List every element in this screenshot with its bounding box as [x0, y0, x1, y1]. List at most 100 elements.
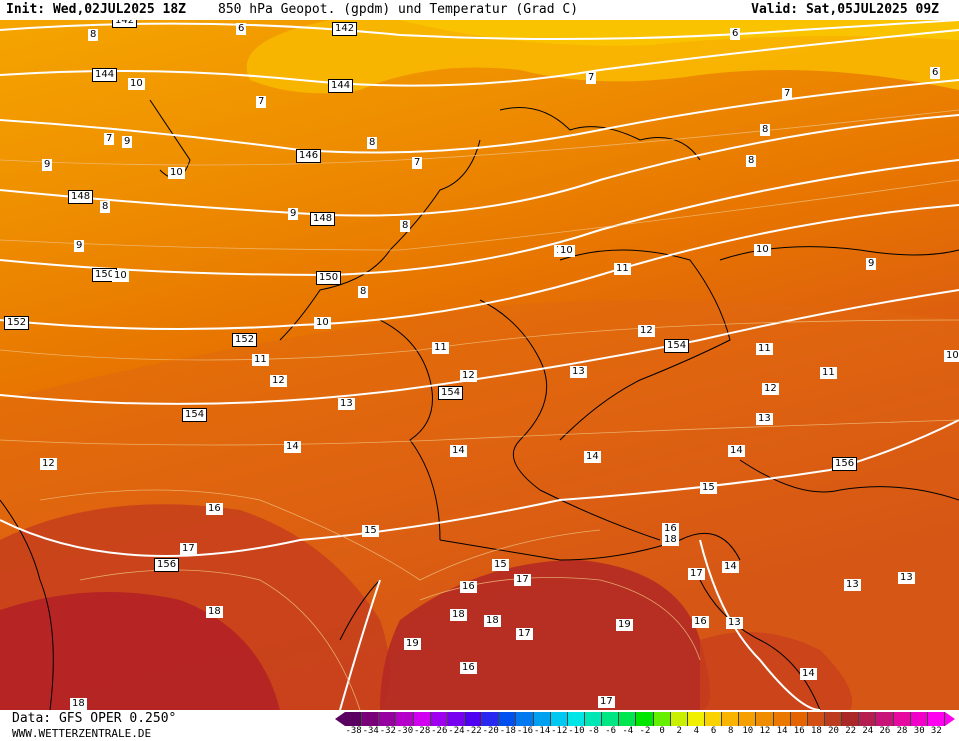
scale-swatch — [876, 712, 894, 726]
scale-label: -6 — [605, 726, 617, 736]
scale-label: 20 — [828, 726, 839, 736]
scale-swatch — [584, 712, 603, 726]
temperature-label: 18 — [484, 615, 501, 627]
temperature-label: 14 — [284, 441, 301, 453]
borders — [0, 99, 959, 710]
scale-label: 24 — [862, 726, 874, 736]
scale-label: -24 — [448, 726, 465, 736]
valid-time: Valid: Sat,05JUL2025 09Z — [751, 2, 939, 17]
temperature-label: 9 — [122, 136, 133, 148]
temperature-label: 16 — [460, 662, 477, 674]
temperature-label: 18 — [206, 606, 223, 618]
temperature-label: 14 — [584, 451, 601, 463]
temperature-label: 7 — [104, 133, 115, 145]
geopotential-label: 152 — [4, 316, 30, 330]
scale-label: -22 — [465, 726, 482, 736]
temperature-label: 6 — [930, 67, 941, 79]
geopotential-label: 154 — [438, 386, 464, 400]
scale-swatch — [893, 712, 911, 726]
scale-label: -8 — [588, 726, 599, 736]
data-source: Data: GFS OPER 0.250° — [12, 711, 177, 726]
temperature-label: 10 — [314, 317, 331, 329]
scale-label: -4 — [622, 726, 634, 736]
temperature-label: 8 — [400, 220, 411, 232]
scale-label: -18 — [499, 726, 516, 736]
geopotential-label: 156 — [154, 558, 180, 572]
scale-label: -26 — [431, 726, 448, 736]
scale-swatch — [499, 712, 517, 726]
map-title: 850 hPa Geopot. (gpdm) und Temperatur (G… — [218, 2, 579, 17]
scale-label: 6 — [710, 726, 717, 736]
scale-swatch — [362, 712, 380, 726]
scale-swatch — [550, 712, 568, 726]
temperature-label: 7 — [782, 88, 793, 100]
cool-region — [246, 20, 959, 94]
scale-label: 28 — [896, 726, 908, 736]
scale-swatch — [722, 712, 740, 726]
temperature-label: 12 — [40, 458, 57, 470]
temperature-label: 16 — [460, 581, 477, 593]
scale-label: -12 — [551, 726, 568, 736]
scale-swatch — [859, 712, 877, 726]
scale-arrow-right-icon — [945, 712, 955, 726]
scale-swatch — [807, 712, 825, 726]
geopotential-label: 154 — [664, 339, 690, 353]
temperature-label: 11 — [820, 367, 837, 379]
temperature-label: 17 — [514, 574, 531, 586]
scale-arrow-left-icon — [335, 712, 345, 726]
temperature-label: 7 — [586, 72, 597, 84]
scale-swatch — [345, 712, 363, 726]
temperature-label: 16 — [692, 616, 709, 628]
temperature-label: 19 — [404, 638, 421, 650]
temperature-label: 18 — [450, 609, 467, 621]
map-footer: Data: GFS OPER 0.250° WWW.WETTERZENTRALE… — [0, 710, 959, 741]
scale-label: -32 — [379, 726, 396, 736]
temperature-label: 16 — [662, 523, 679, 535]
temperature-label: 8 — [760, 124, 771, 136]
scale-swatch — [447, 712, 465, 726]
scale-label: 22 — [845, 726, 857, 736]
temperature-label: 12 — [638, 325, 655, 337]
geopotential-label: 144 — [328, 79, 354, 93]
scale-label: -30 — [396, 726, 414, 736]
temperature-label: 10 — [944, 350, 959, 362]
temperature-label: 9 — [288, 208, 299, 220]
scale-label: -38 — [345, 726, 362, 736]
scale-label: -16 — [516, 726, 534, 736]
temperature-label: 13 — [756, 413, 773, 425]
scale-label: 26 — [879, 726, 891, 736]
scale-label: 14 — [776, 726, 788, 736]
scale-swatch — [482, 712, 500, 726]
temperature-label: 18 — [662, 534, 679, 546]
temperature-label: 19 — [616, 619, 633, 631]
scale-swatch — [464, 712, 483, 726]
scale-swatch — [670, 712, 688, 726]
website-link[interactable]: WWW.WETTERZENTRALE.DE — [12, 727, 152, 740]
temperature-label: 14 — [800, 668, 817, 680]
scale-swatch — [687, 712, 705, 726]
weather-map[interactable]: 142 142 144 144 146 148 148 150 150 152 … — [0, 20, 959, 710]
temperature-label: 11 — [432, 342, 449, 354]
geopotential-label: 142 — [112, 20, 138, 28]
temperature-label: 13 — [570, 366, 587, 378]
temperature-label: 9 — [866, 258, 877, 270]
temperature-label: 14 — [722, 561, 739, 573]
temperature-label: 7 — [412, 157, 423, 169]
scale-swatch — [927, 712, 945, 726]
geopotential-label: 146 — [296, 149, 322, 163]
hot-region-sw — [0, 592, 280, 710]
geopotential-label: 150 — [316, 271, 342, 285]
scale-swatch — [756, 712, 774, 726]
temperature-label: 17 — [516, 628, 533, 640]
temperature-label: 8 — [746, 155, 757, 167]
map-header: Init: Wed,02JUL2025 18Z 850 hPa Geopot. … — [0, 0, 959, 20]
scale-label: 8 — [727, 726, 734, 736]
temperature-label: 11 — [614, 263, 631, 275]
geopotential-label: 154 — [182, 408, 208, 422]
geopotential-label: 148 — [68, 190, 94, 204]
geopotential-label: 156 — [832, 457, 858, 471]
geopotential-label: 152 — [232, 333, 258, 347]
temperature-label: 11 — [756, 343, 773, 355]
scale-swatch — [516, 712, 534, 726]
scale-label: 0 — [659, 726, 665, 736]
